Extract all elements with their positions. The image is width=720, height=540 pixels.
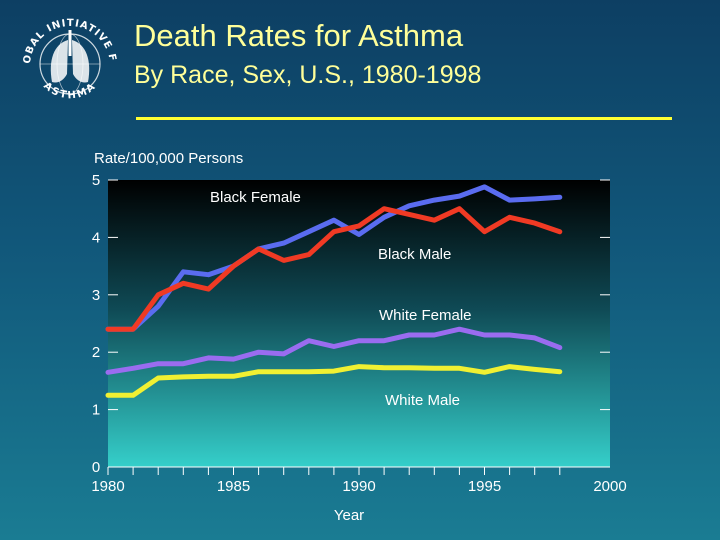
y-tick-label: 5	[92, 172, 100, 189]
x-tick-label: 1980	[91, 478, 124, 495]
x-tick-label: 1995	[468, 478, 501, 495]
page-title: Death Rates for Asthma	[134, 18, 464, 53]
series-line-white-female	[105, 326, 563, 375]
title-divider	[136, 117, 672, 120]
x-tick-label: 2000	[593, 478, 626, 495]
page-subtitle: By Race, Sex, U.S., 1980-1998	[134, 61, 482, 89]
legend-black-male: Black Male	[378, 246, 451, 263]
y-tick-label: 2	[92, 344, 100, 361]
legend-white-male: White Male	[385, 392, 460, 409]
x-tick-label: 1990	[342, 478, 375, 495]
series-line-white-male	[105, 364, 563, 398]
x-tick-label: 1985	[217, 478, 250, 495]
y-axis-ticks: 0 1 2 3 4 5	[92, 172, 610, 476]
y-tick-label: 1	[92, 402, 100, 419]
y-tick-label: 0	[92, 459, 100, 476]
y-axis-label: Rate/100,000 Persons	[94, 150, 244, 167]
y-tick-label: 3	[92, 287, 100, 304]
title-block: Death Rates for Asthma By Race, Sex, U.S…	[134, 20, 481, 88]
series-lines	[105, 184, 563, 398]
gina-logo: GLOBAL INITIATIVE FOR ASTHMA	[9, 2, 126, 110]
y-tick-label: 4	[92, 229, 100, 246]
series-line-black-female	[105, 184, 563, 332]
legend-black-female: Black Female	[210, 189, 301, 206]
lungs-globe-icon: GLOBAL INITIATIVE FOR ASTHMA	[9, 2, 117, 101]
x-axis-title: Year	[334, 507, 364, 524]
x-axis-ticks: 1980 1985 1990 1995 2000	[91, 466, 627, 495]
series-line-black-male	[105, 206, 563, 332]
legend-white-female: White Female	[379, 307, 472, 324]
